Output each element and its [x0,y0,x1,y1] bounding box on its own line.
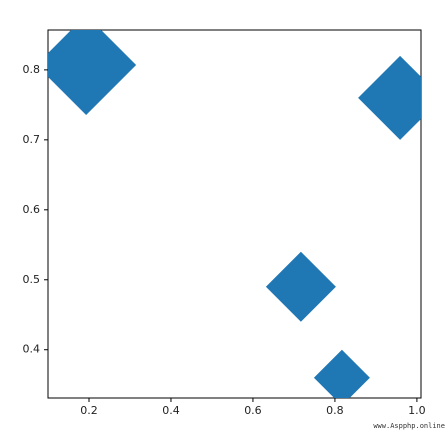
x-tick-label: 1.0 [408,404,426,417]
y-tick-label: 0.6 [23,203,41,216]
y-tick-label: 0.8 [23,63,41,76]
y-tick-label: 0.4 [23,343,41,356]
x-tick-label: 0.2 [80,404,98,417]
marker [313,349,370,398]
y-tick-label: 0.7 [23,133,41,146]
x-tick-label: 0.4 [162,404,180,417]
marker [265,251,336,322]
plot-area [47,29,422,399]
x-tick-label: 0.8 [326,404,344,417]
marker [48,30,137,115]
markers [48,30,421,398]
marker [358,55,421,140]
watermark: www.Aspphp.online [373,422,445,430]
y-tick-label: 0.5 [23,273,41,286]
x-tick-label: 0.6 [244,404,262,417]
